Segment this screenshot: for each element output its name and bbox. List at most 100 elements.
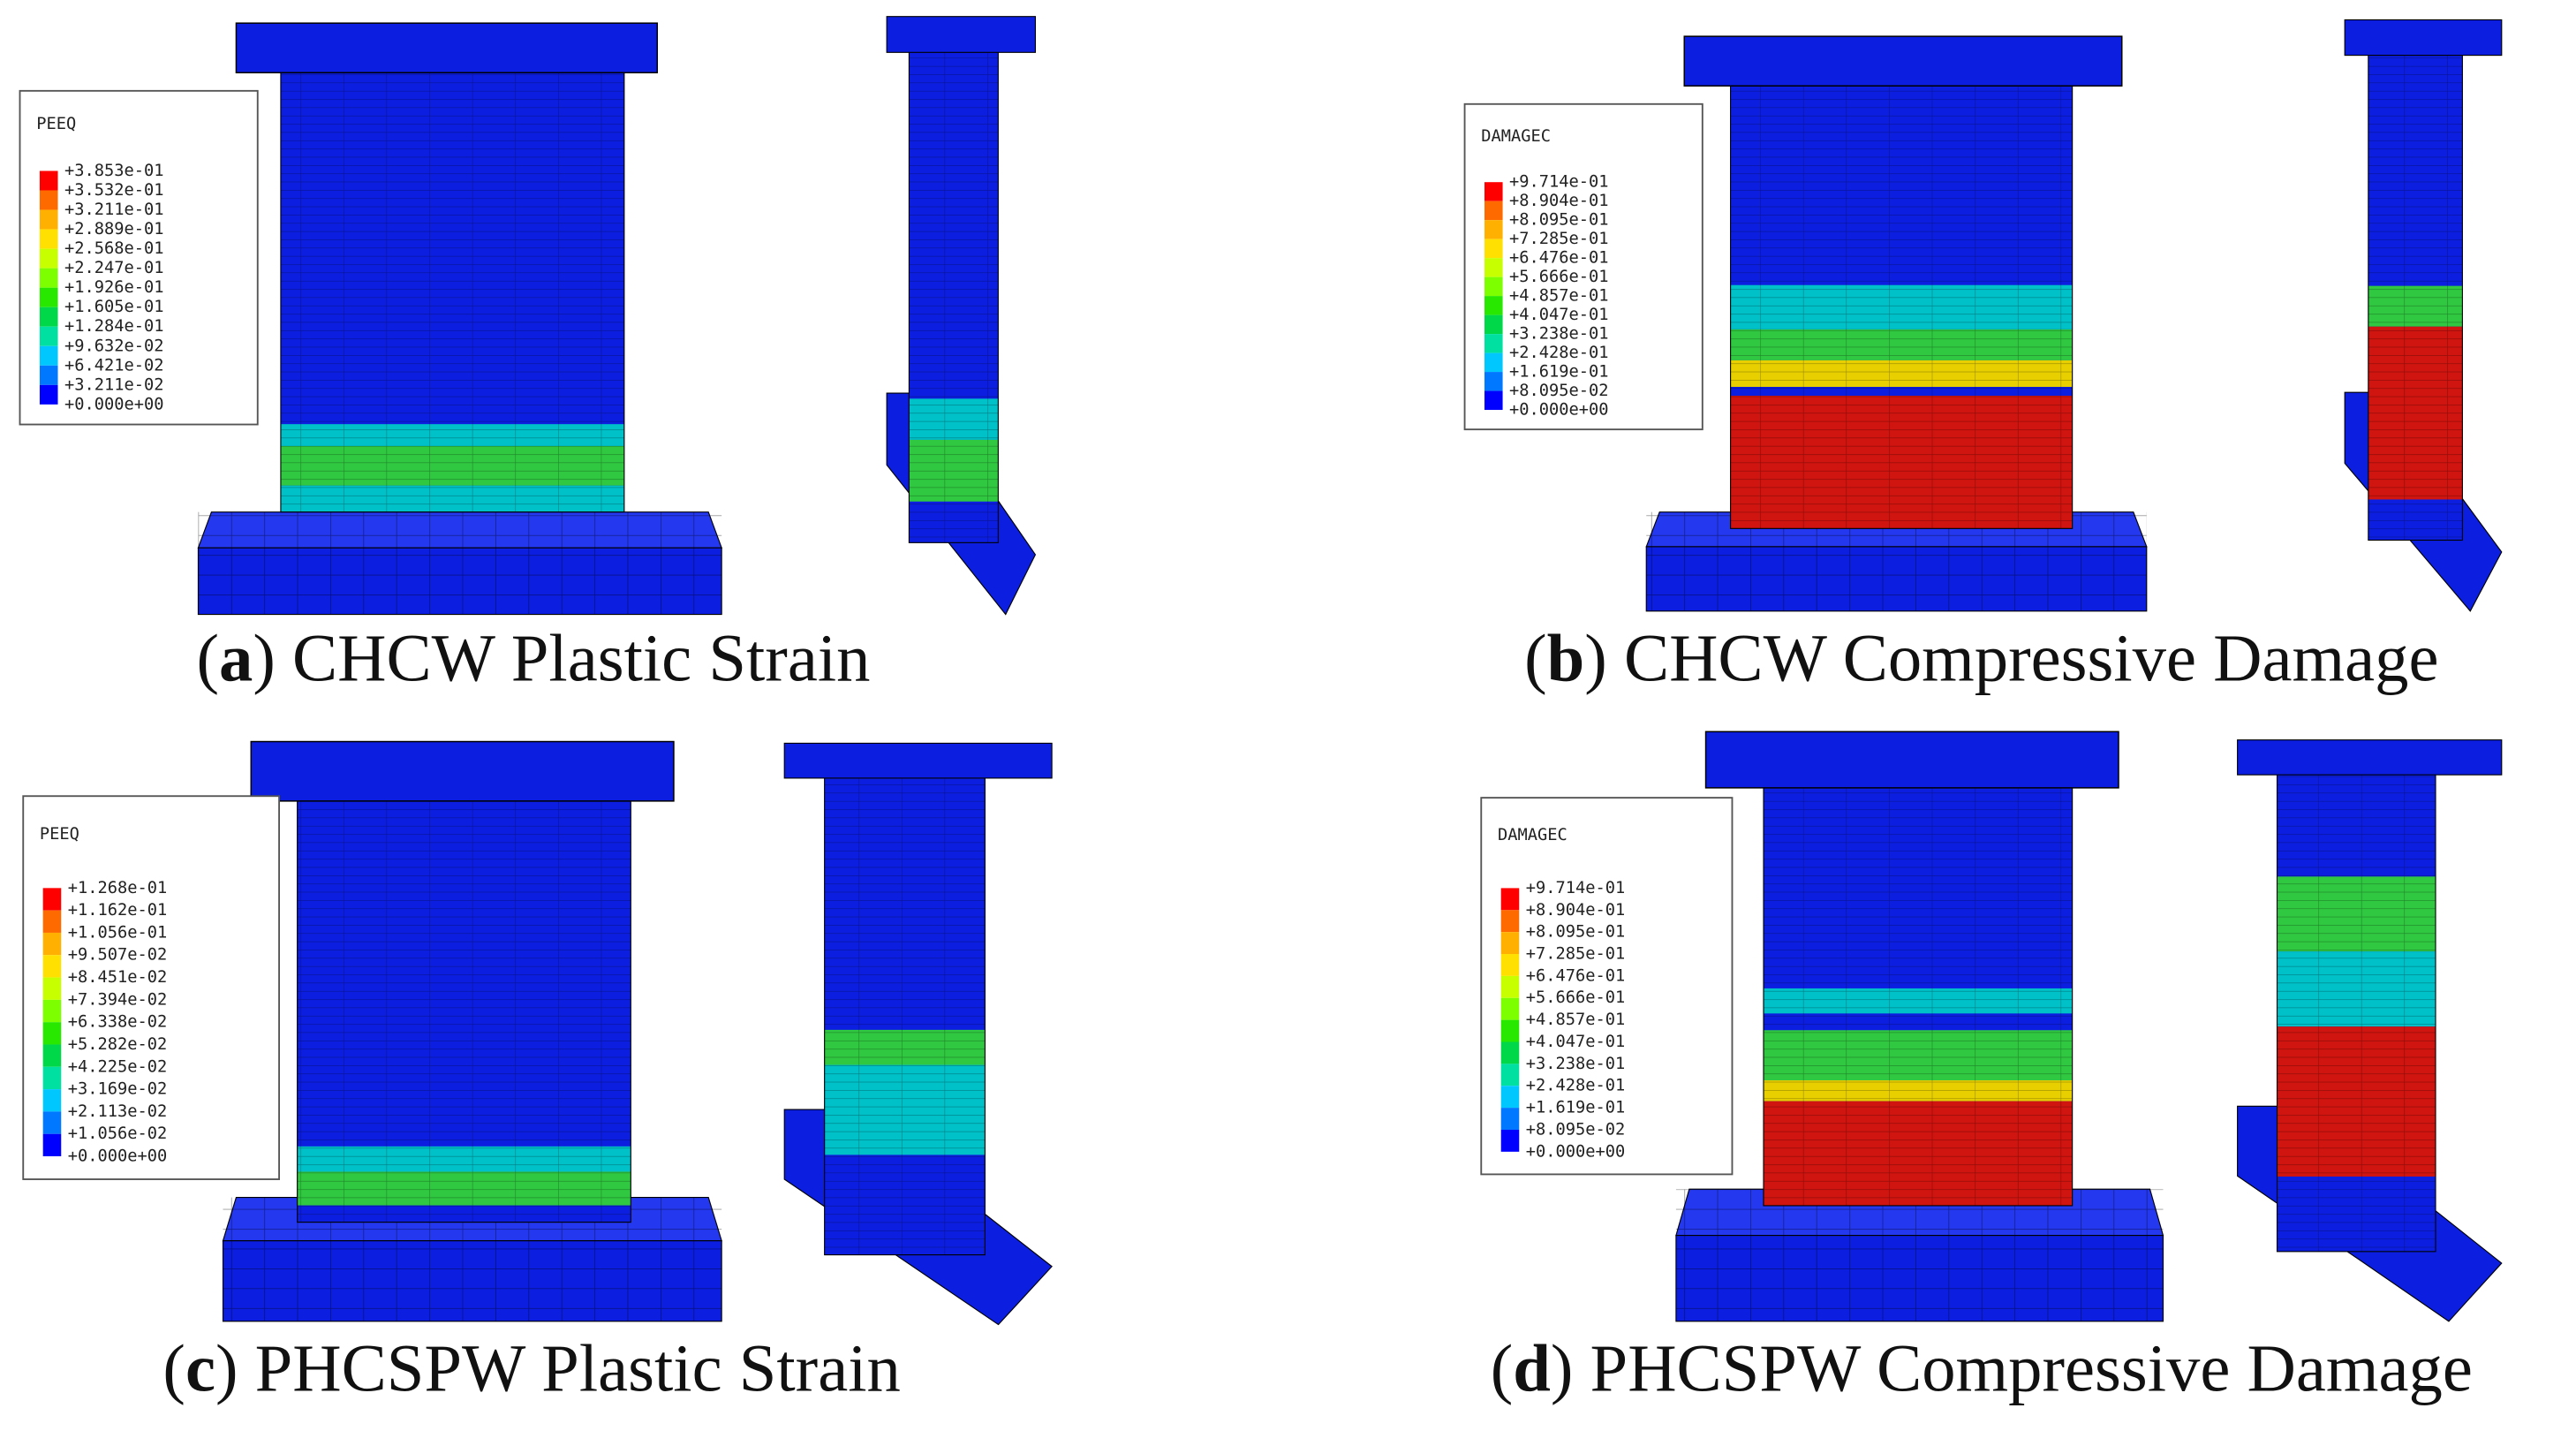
legend-value: +3.238e-01 xyxy=(1526,1055,1626,1073)
caption-label: c xyxy=(185,1330,215,1405)
caption-text: PHCSPW Plastic Strain xyxy=(238,1330,901,1405)
legend-swatch xyxy=(42,1089,62,1112)
panel: PEEQ +3.853e-01+3.532e-01+3.211e-01+2.889… xyxy=(19,16,1037,695)
base-mesh xyxy=(198,511,722,615)
legend-value: +8.904e-01 xyxy=(1509,192,1609,210)
legend-box xyxy=(1480,797,1734,1176)
legend-swatch xyxy=(1500,975,1520,998)
legend-title: PEEQ xyxy=(36,115,76,133)
legend-swatch xyxy=(1500,1108,1520,1130)
legend-swatch xyxy=(39,170,58,191)
legend-swatch xyxy=(1484,201,1503,221)
legend-swatch xyxy=(1484,352,1503,373)
caption-text: CHCW Compressive Damage xyxy=(1607,620,2439,695)
legend-value: +0.000e+00 xyxy=(1526,1142,1626,1161)
caption-close: ) xyxy=(253,620,276,695)
legend-value: +4.047e-01 xyxy=(1526,1033,1626,1051)
legend-swatch xyxy=(39,384,58,405)
legend-swatch xyxy=(1500,997,1520,1020)
legend-value: +8.904e-01 xyxy=(1526,901,1626,920)
legend-swatch xyxy=(39,190,58,210)
legend-value: +7.285e-01 xyxy=(1509,230,1609,248)
legend-value: +5.666e-01 xyxy=(1526,988,1626,1007)
legend-swatch xyxy=(1500,1129,1520,1152)
legend-swatch xyxy=(1484,296,1503,315)
legend-value: +3.211e-01 xyxy=(64,201,164,219)
legend-swatch xyxy=(1500,954,1520,976)
caption-open: ( xyxy=(1491,1330,1514,1405)
legend-value: +3.169e-02 xyxy=(68,1080,168,1099)
legend-box xyxy=(1463,102,1703,431)
legend-value: +4.047e-01 xyxy=(1509,306,1609,324)
side-mesh xyxy=(2368,31,2463,541)
legend-value: +2.113e-02 xyxy=(68,1102,168,1121)
legend-swatch xyxy=(1500,888,1520,911)
legend-value: +3.532e-01 xyxy=(64,181,164,200)
legend-value: +0.000e+00 xyxy=(64,395,164,413)
panel: PEEQ +1.268e-01 +1.162e-01 +1.056e-01 +9.507… xyxy=(22,740,1053,1405)
legend-swatch xyxy=(42,1022,62,1045)
legend-swatch xyxy=(1484,238,1503,259)
legend-value: +6.421e-02 xyxy=(64,356,164,375)
legend-box xyxy=(19,89,259,426)
legend-value: +1.605e-01 xyxy=(64,298,164,316)
legend-swatch xyxy=(42,955,62,978)
top-beam xyxy=(1704,731,2119,789)
wall-mesh xyxy=(1763,787,2074,1207)
legend-value: +9.507e-02 xyxy=(68,946,168,965)
legend-value: +1.056e-02 xyxy=(68,1124,168,1143)
legend-swatch xyxy=(39,209,58,230)
legend-value: +4.857e-01 xyxy=(1526,1011,1626,1029)
caption-open: ( xyxy=(162,1330,185,1405)
caption: (c) PHCSPW Plastic Strain xyxy=(162,1330,900,1405)
legend-value: +4.857e-01 xyxy=(1509,287,1609,306)
legend-swatch xyxy=(1484,182,1503,201)
side-cap xyxy=(2344,19,2503,57)
legend-swatch xyxy=(42,1133,62,1157)
caption-label: a xyxy=(219,620,253,695)
legend-swatch xyxy=(1484,334,1503,353)
legend-value: +7.285e-01 xyxy=(1526,945,1626,964)
legend-value: +0.000e+00 xyxy=(68,1147,168,1166)
legend-value: +9.632e-02 xyxy=(64,337,164,355)
legend-value: +8.095e-02 xyxy=(1526,1120,1626,1139)
legend-swatch xyxy=(1484,314,1503,335)
legend-swatch xyxy=(42,977,62,1000)
side-cap xyxy=(783,742,1053,779)
caption-close: ) xyxy=(1584,620,1607,695)
legend-swatch xyxy=(39,268,58,288)
panel: DAMAGEC +9.714e-01 +8.904e-01 +8.095e-01 +7.… xyxy=(1480,731,2503,1405)
legend-swatch xyxy=(42,932,62,956)
legend-swatch xyxy=(39,307,58,327)
legend-title: DAMAGEC xyxy=(1481,127,1551,146)
legend-value: +8.095e-01 xyxy=(1526,923,1626,942)
legend-swatch xyxy=(1484,390,1503,411)
legend-swatch xyxy=(39,326,58,346)
base-mesh xyxy=(1675,1189,2164,1321)
legend-value: +1.268e-01 xyxy=(68,879,168,897)
legend-value: +3.853e-01 xyxy=(64,162,164,180)
legend-value: +2.428e-01 xyxy=(1509,344,1609,362)
legend-swatch xyxy=(1484,276,1503,297)
legend-value: +0.000e+00 xyxy=(1509,401,1609,420)
legend-swatch xyxy=(1500,910,1520,933)
legend-box xyxy=(22,795,280,1180)
wall-mesh xyxy=(1730,85,2074,529)
legend-value: +3.238e-01 xyxy=(1509,325,1609,344)
legend-swatch xyxy=(1484,220,1503,239)
legend-value: +9.714e-01 xyxy=(1526,879,1626,897)
legend-swatch xyxy=(39,287,58,307)
caption-open: ( xyxy=(197,620,220,695)
legend-swatch xyxy=(39,229,58,249)
legend-value: +8.451e-02 xyxy=(68,968,168,987)
legend-swatch xyxy=(42,999,62,1023)
legend-swatch xyxy=(42,1044,62,1067)
side-mesh xyxy=(908,27,999,543)
wall-mesh xyxy=(297,800,631,1223)
caption-open: ( xyxy=(1524,620,1547,695)
top-beam xyxy=(235,22,658,74)
legend-swatch xyxy=(39,365,58,385)
legend-value: +6.476e-01 xyxy=(1509,249,1609,268)
caption-close: ) xyxy=(1551,1330,1574,1405)
